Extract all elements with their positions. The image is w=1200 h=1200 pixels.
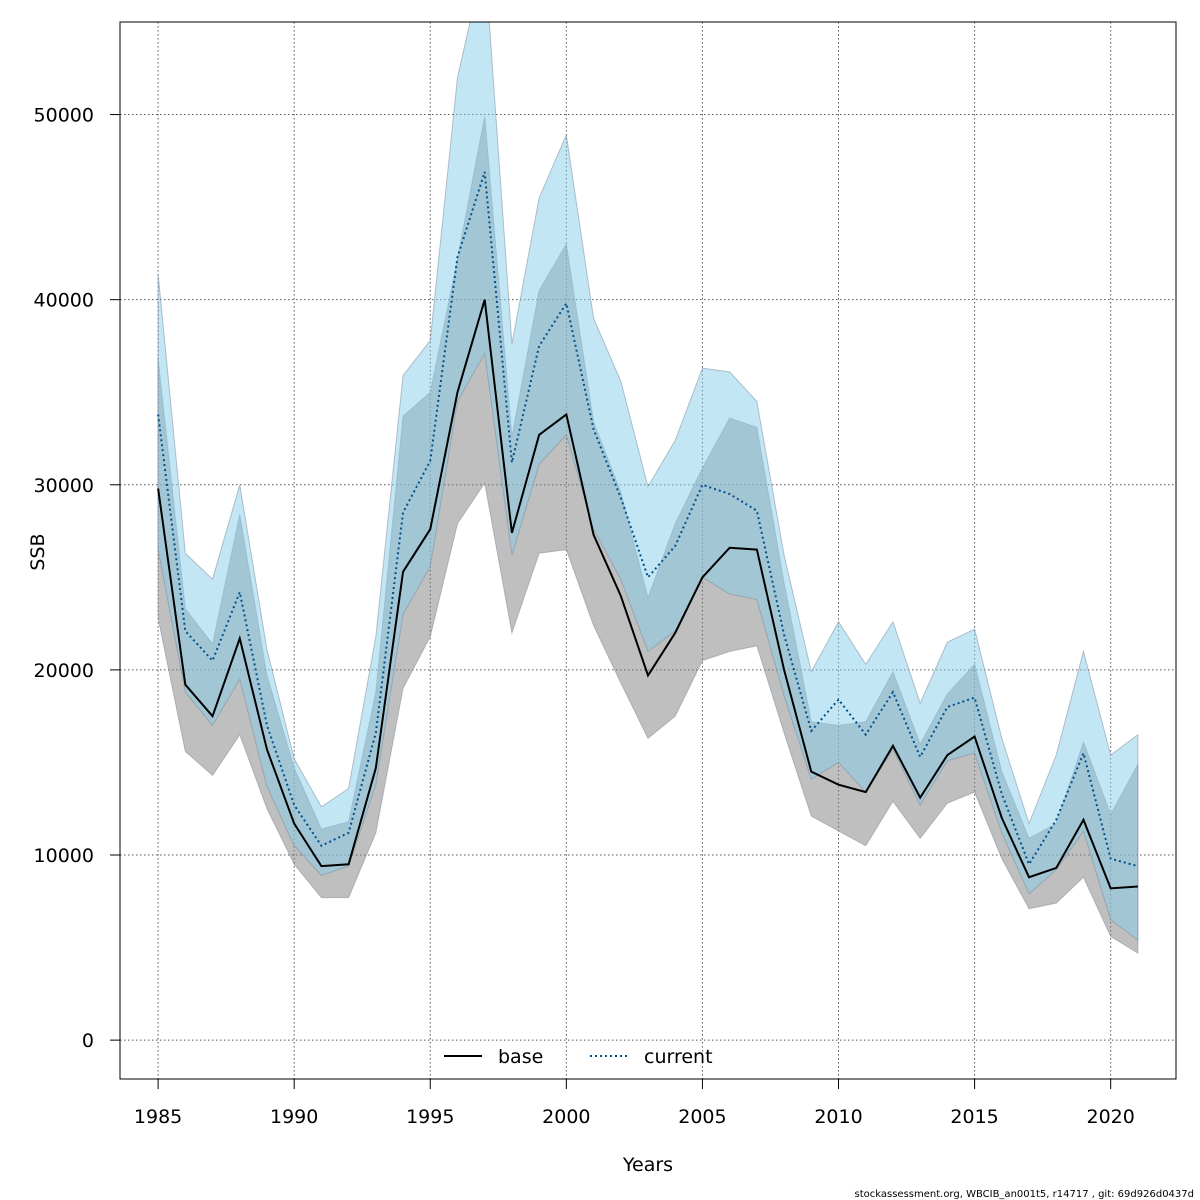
- y-tick-label: 50000: [34, 105, 94, 127]
- legend: base current: [444, 1046, 713, 1068]
- y-tick-label: 0: [82, 1030, 94, 1052]
- x-tick-label: 2020: [1087, 1106, 1135, 1128]
- x-tick-label: 2005: [678, 1106, 726, 1128]
- x-tick-label: 1995: [406, 1106, 454, 1128]
- plot-frame: [119, 21, 1177, 1080]
- x-tick-label: 1985: [134, 1106, 182, 1128]
- y-axis-title: SSB: [27, 533, 49, 570]
- y-tick-label: 40000: [34, 290, 94, 312]
- x-tick-label: 2015: [950, 1106, 998, 1128]
- current-legend-label: current: [644, 1046, 713, 1068]
- current-confidence-band: [157, 22, 1139, 942]
- footer-credit: stockassessment.org, WBCIB_an001t5, r147…: [855, 1189, 1195, 1200]
- axes: 1985 1990 1995 2000 2005 2010 2015 2020 0 10000 20…: [34, 105, 1135, 1128]
- y-tick-label: 10000: [34, 845, 94, 867]
- current-line: [157, 171, 1139, 868]
- x-tick-label: 2010: [814, 1106, 862, 1128]
- x-tick-label: 1990: [270, 1106, 318, 1128]
- base-line: [157, 299, 1138, 890]
- x-axis-title: Years: [622, 1154, 673, 1176]
- y-tick-label: 30000: [34, 475, 94, 497]
- series-lines: [157, 171, 1139, 890]
- y-tick-label: 20000: [34, 660, 94, 682]
- base-legend-label: base: [498, 1046, 543, 1068]
- x-tick-label: 2000: [542, 1106, 590, 1128]
